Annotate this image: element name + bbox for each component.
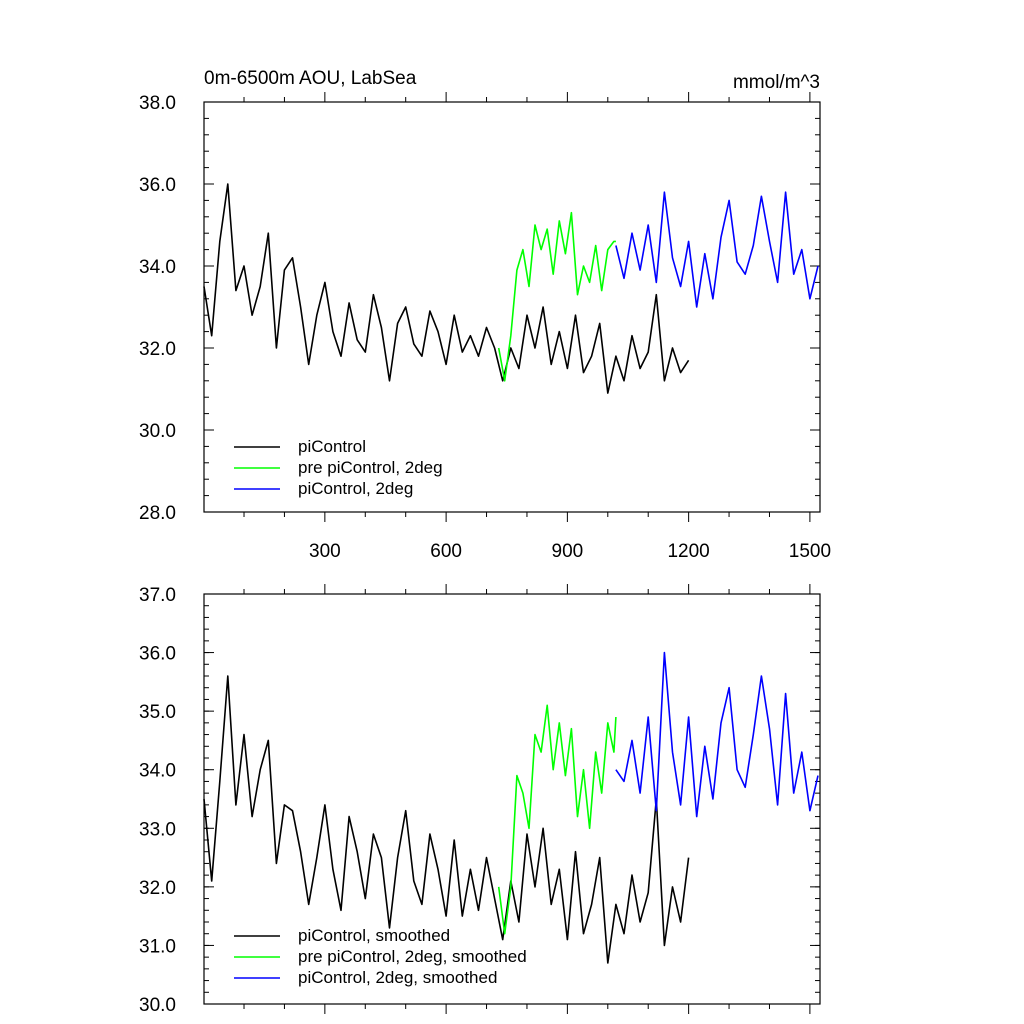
top-panel-units: mmol/m^3	[733, 72, 820, 93]
y-tick-label: 33.0	[139, 819, 176, 840]
x-tick-label: 600	[430, 541, 462, 562]
y-tick-label: 34.0	[139, 257, 176, 278]
top-panel-frame	[203, 101, 821, 513]
legend-label-0: piControl	[298, 437, 366, 456]
x-tick-label: 1200	[667, 541, 709, 562]
y-tick-label: 28.0	[139, 503, 176, 524]
series-line-1	[497, 704, 617, 935]
series-line-2	[615, 191, 819, 308]
legend-label-1: pre piControl, 2deg	[298, 458, 443, 477]
y-tick-label: 32.0	[139, 878, 176, 899]
top-panel: 0m-6500m AOU, LabSea mmol/m^3 28.0 30.0 32…	[139, 68, 831, 562]
y-tick-label: 30.0	[139, 995, 176, 1016]
y-tick-label: 32.0	[139, 339, 176, 360]
legend-label-0: piControl, smoothed	[298, 926, 450, 945]
y-tick-label: 37.0	[139, 585, 176, 606]
y-tick-label: 34.0	[139, 761, 176, 782]
series-line-1	[497, 211, 616, 382]
y-tick-label: 31.0	[139, 936, 176, 957]
y-tick-label: 36.0	[139, 644, 176, 665]
bottom-panel-series-lines	[203, 651, 819, 964]
x-tick-label: 900	[552, 541, 584, 562]
y-tick-label: 30.0	[139, 421, 176, 442]
legend-label-2: piControl, 2deg, smoothed	[298, 968, 497, 987]
top-panel-series-lines	[203, 183, 819, 394]
bottom-panel: 30.0 31.0 32.0 33.0 34.0 35.0 36.0 37.0 piContr…	[139, 584, 821, 1016]
top-panel-title: 0m-6500m AOU, LabSea	[204, 68, 417, 89]
series-line-0	[203, 183, 690, 394]
series-line-0	[203, 675, 690, 964]
top-panel-legend: piControl pre piControl, 2deg piControl, 2…	[234, 437, 443, 498]
legend-label-2: piControl, 2deg	[298, 479, 413, 498]
y-tick-label: 38.0	[139, 93, 176, 114]
bottom-panel-frame	[203, 593, 821, 1005]
x-tick-label: 300	[309, 541, 341, 562]
series-line-2	[615, 651, 819, 818]
y-tick-label: 36.0	[139, 175, 176, 196]
legend-label-1: pre piControl, 2deg, smoothed	[298, 947, 527, 966]
bottom-panel-legend: piControl, smoothed pre piControl, 2deg, …	[234, 926, 527, 987]
x-tick-label: 1500	[789, 541, 831, 562]
y-tick-label: 35.0	[139, 702, 176, 723]
top-panel-ticks: 28.0 30.0 32.0 34.0 36.0 38.0 300 600 900 1200 150…	[139, 92, 831, 562]
